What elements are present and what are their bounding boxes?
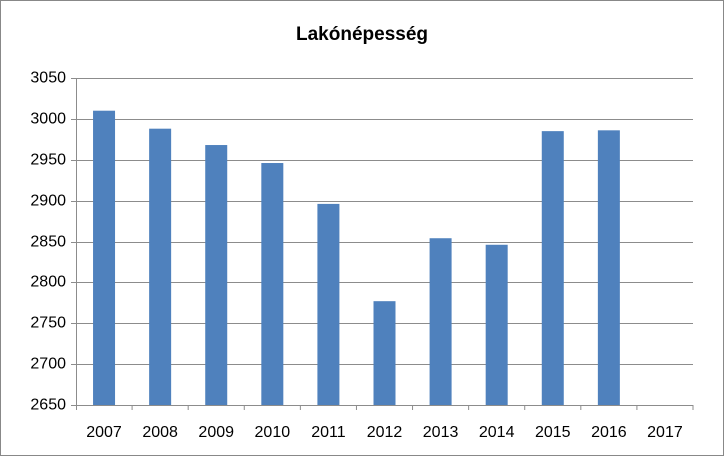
x-tick-label: 2007 <box>86 424 122 441</box>
y-tick-label: 2950 <box>30 152 66 169</box>
y-tick-label: 2900 <box>30 193 66 210</box>
x-tick-label: 2011 <box>311 424 346 441</box>
x-tick-label: 2017 <box>647 424 683 441</box>
bar <box>373 301 396 405</box>
y-tick-label: 3000 <box>30 111 66 128</box>
y-tick-label: 2800 <box>30 274 66 291</box>
x-tick-label: 2010 <box>255 424 291 441</box>
x-tick-label: 2014 <box>479 424 515 441</box>
bar <box>93 110 116 405</box>
y-tick-label: 2650 <box>30 397 66 414</box>
y-tick-label: 2850 <box>30 234 66 251</box>
x-tick-label: 2012 <box>367 424 403 441</box>
bar <box>317 203 340 405</box>
x-tick-label: 2015 <box>535 424 571 441</box>
bar <box>429 238 452 405</box>
chart-title: Lakónépesség <box>296 24 428 45</box>
bar <box>261 163 284 405</box>
x-tick-label: 2009 <box>198 424 234 441</box>
bar <box>485 244 508 405</box>
bar <box>149 128 172 405</box>
y-tick-label: 2750 <box>30 315 66 332</box>
x-tick-label: 2016 <box>591 424 627 441</box>
y-tick-label: 3050 <box>30 70 66 87</box>
x-tick-label: 2008 <box>142 424 178 441</box>
bar <box>205 145 228 405</box>
x-tick-label: 2013 <box>423 424 459 441</box>
bar <box>597 130 620 405</box>
y-tick-label: 2700 <box>30 356 66 373</box>
bar <box>541 131 564 405</box>
